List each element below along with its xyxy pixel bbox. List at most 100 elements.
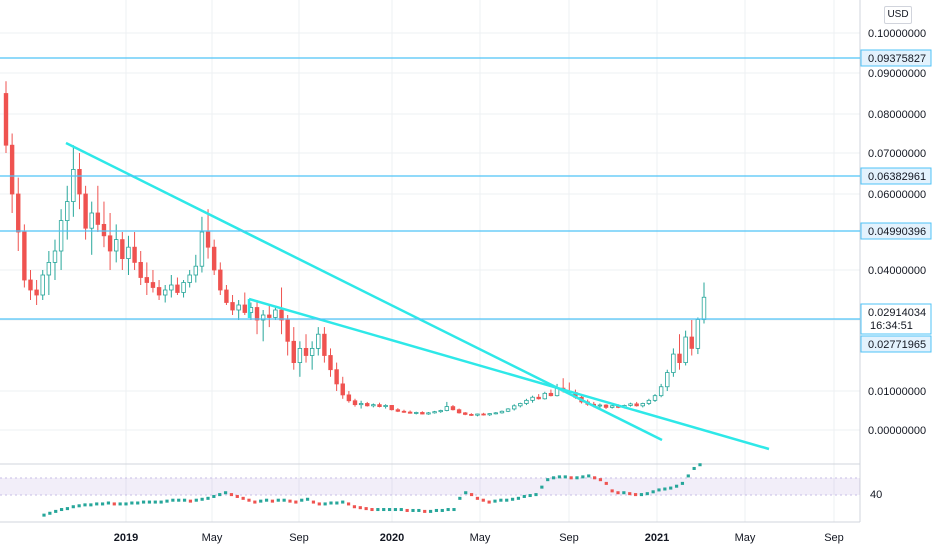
candle-body	[334, 369, 339, 385]
candle	[530, 395, 535, 403]
rsi-mark	[423, 509, 427, 513]
candle	[426, 412, 431, 415]
rsi-mark	[417, 508, 421, 512]
candle-body	[9, 144, 15, 195]
candle-body	[150, 282, 156, 288]
candle	[487, 413, 492, 416]
candle-body	[205, 231, 211, 248]
candle-body	[156, 287, 162, 296]
rsi-mark	[136, 501, 140, 505]
rsi-mark	[264, 498, 269, 502]
candle-body	[401, 410, 407, 413]
rsi-mark	[300, 498, 304, 502]
rsi-mark	[89, 503, 93, 507]
candle	[120, 232, 125, 270]
candle	[395, 408, 401, 413]
candle-body	[52, 250, 58, 263]
candle	[126, 235, 131, 275]
candle	[95, 185, 101, 232]
candle	[236, 300, 241, 320]
candle	[224, 285, 229, 305]
candle	[303, 334, 309, 363]
candle	[89, 201, 94, 255]
candle	[144, 262, 150, 295]
candle-body	[89, 212, 94, 229]
candle-body	[505, 408, 511, 412]
rsi-mark	[616, 491, 620, 495]
price-tick-label: 0.07000000	[868, 148, 926, 160]
rsi-band	[0, 478, 860, 495]
candle-body	[407, 411, 413, 414]
candle	[407, 410, 413, 414]
candle-body	[71, 168, 76, 202]
candle	[230, 295, 235, 315]
candle	[432, 410, 437, 414]
candle	[28, 270, 33, 300]
rsi-mark	[475, 496, 480, 500]
candle	[9, 133, 15, 213]
candle	[346, 391, 352, 403]
rsi-mark	[182, 498, 187, 502]
candle-body	[65, 201, 70, 222]
rsi-mark	[540, 485, 544, 489]
rsi-pane	[0, 463, 860, 517]
candle	[450, 405, 456, 411]
candle-body	[309, 347, 315, 356]
rsi-mark	[639, 493, 644, 497]
rsi-mark	[282, 498, 286, 502]
rsi-mark	[352, 505, 357, 509]
candle-body	[377, 404, 382, 407]
candle	[328, 348, 333, 377]
rsi-mark	[428, 509, 433, 513]
candle-body	[493, 412, 499, 415]
rsi-mark	[592, 476, 597, 480]
time-tick-label: Sep	[289, 532, 309, 544]
rsi-mark	[95, 502, 99, 506]
candle	[156, 280, 162, 300]
candle-body	[420, 412, 425, 415]
rsi-mark	[528, 494, 532, 498]
rsi-mark	[628, 492, 632, 496]
rsi-mark	[223, 491, 228, 495]
rsi-mark	[499, 498, 503, 502]
candle-body	[187, 274, 192, 283]
candle-body	[389, 405, 394, 411]
candle-body	[475, 413, 480, 416]
candle	[297, 341, 303, 377]
candle-body	[291, 340, 296, 363]
candle	[414, 411, 419, 415]
candle-body	[346, 394, 352, 402]
rsi-mark	[382, 508, 386, 512]
candle-body	[83, 193, 88, 229]
rsi-mark	[206, 496, 210, 500]
currency-selector[interactable]: USD	[884, 6, 912, 24]
time-tick-label: Sep	[824, 532, 844, 544]
time-tick-label: May	[735, 532, 756, 544]
candle-body	[536, 396, 541, 400]
candle	[511, 404, 517, 411]
candle	[597, 403, 603, 409]
rsi-mark	[587, 474, 591, 478]
candle-body	[640, 403, 645, 407]
candle-body	[285, 319, 290, 342]
candle	[481, 412, 486, 416]
candle	[542, 391, 548, 400]
candle-body	[487, 413, 492, 416]
candle	[273, 307, 278, 320]
candle	[279, 287, 284, 335]
candle	[463, 412, 468, 416]
time-tick-label: 2021	[645, 532, 669, 544]
candle-body	[28, 279, 33, 291]
rsi-mark	[598, 478, 603, 482]
level-tag-label: 0.02914034	[868, 307, 926, 319]
candle	[101, 201, 107, 248]
candle	[175, 277, 180, 295]
level-tag	[860, 49, 932, 67]
rsi-mark	[235, 494, 239, 498]
candle	[658, 383, 664, 398]
candle	[107, 213, 113, 270]
candle-body	[144, 277, 150, 283]
rsi-mark	[458, 496, 462, 500]
rsi-mark	[516, 496, 521, 500]
